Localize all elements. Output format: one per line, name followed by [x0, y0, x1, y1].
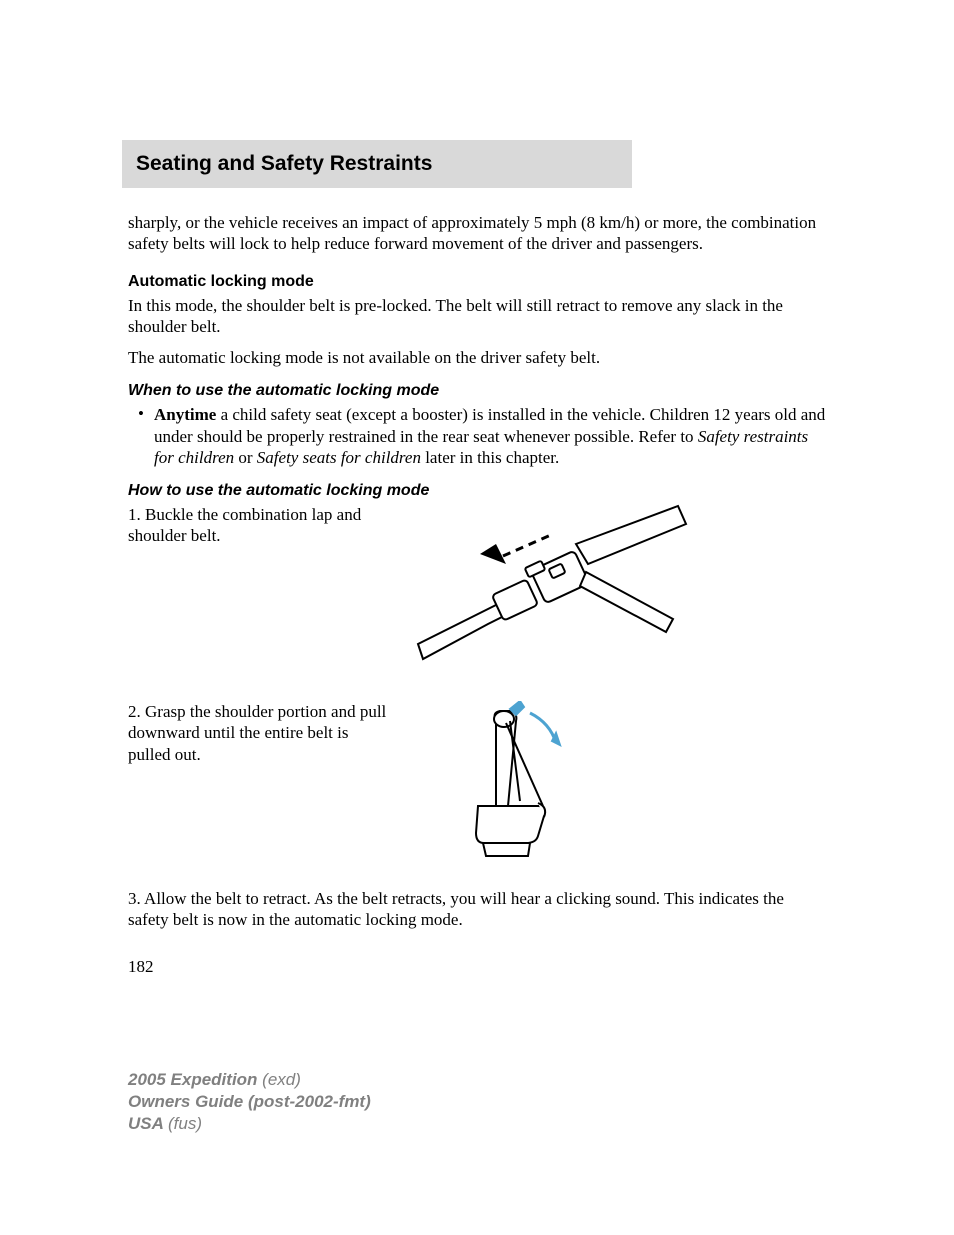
- step-2-row: 2. Grasp the shoulder portion and pull d…: [128, 701, 826, 876]
- bullet-mid: or: [234, 448, 257, 467]
- bullet-bold: Anytime: [154, 405, 216, 424]
- footer-line-1: 2005 Expedition (exd): [128, 1069, 371, 1091]
- footer-l1-bold: 2005 Expedition: [128, 1070, 262, 1089]
- heading-auto-lock: Automatic locking mode: [128, 273, 826, 291]
- seat-icon: [448, 701, 588, 871]
- step-1-text: 1. Buckle the combination lap and should…: [128, 504, 388, 547]
- auto-lock-p1: In this mode, the shoulder belt is pre-l…: [128, 295, 826, 338]
- section-header-text: Seating and Safety Restraints: [136, 152, 432, 175]
- intro-paragraph: sharply, or the vehicle receives an impa…: [128, 212, 826, 255]
- buckle-figure: [408, 504, 688, 689]
- bullet-item: • Anytime a child safety seat (except a …: [128, 404, 826, 468]
- footer-l3-bold: USA: [128, 1114, 168, 1133]
- footer-l3-italic: (fus): [168, 1114, 202, 1133]
- step-1-row: 1. Buckle the combination lap and should…: [128, 504, 826, 689]
- seat-figure: [448, 701, 588, 876]
- heading-how-to-use: How to use the automatic locking mode: [128, 482, 826, 500]
- auto-lock-p2: The automatic locking mode is not availa…: [128, 347, 826, 368]
- bullet-text: Anytime a child safety seat (except a bo…: [154, 404, 826, 468]
- footer-l2: Owners Guide (post-2002-fmt): [128, 1092, 371, 1111]
- step-3-text: 3. Allow the belt to retract. As the bel…: [128, 888, 826, 931]
- bullet-italic-2: Safety seats for children: [257, 448, 421, 467]
- footer: 2005 Expedition (exd) Owners Guide (post…: [128, 1069, 371, 1135]
- heading-when-to-use: When to use the automatic locking mode: [128, 382, 826, 400]
- page-number: 182: [128, 957, 826, 977]
- footer-line-3: USA (fus): [128, 1113, 371, 1135]
- document-page: Seating and Safety Restraints sharply, o…: [0, 0, 954, 1235]
- section-header: Seating and Safety Restraints: [122, 140, 632, 188]
- bullet-part2: later in this chapter.: [421, 448, 559, 467]
- step-2-text: 2. Grasp the shoulder portion and pull d…: [128, 701, 388, 765]
- buckle-icon: [408, 504, 688, 684]
- bullet-marker: •: [128, 404, 154, 468]
- footer-l1-italic: (exd): [262, 1070, 301, 1089]
- footer-line-2: Owners Guide (post-2002-fmt): [128, 1091, 371, 1113]
